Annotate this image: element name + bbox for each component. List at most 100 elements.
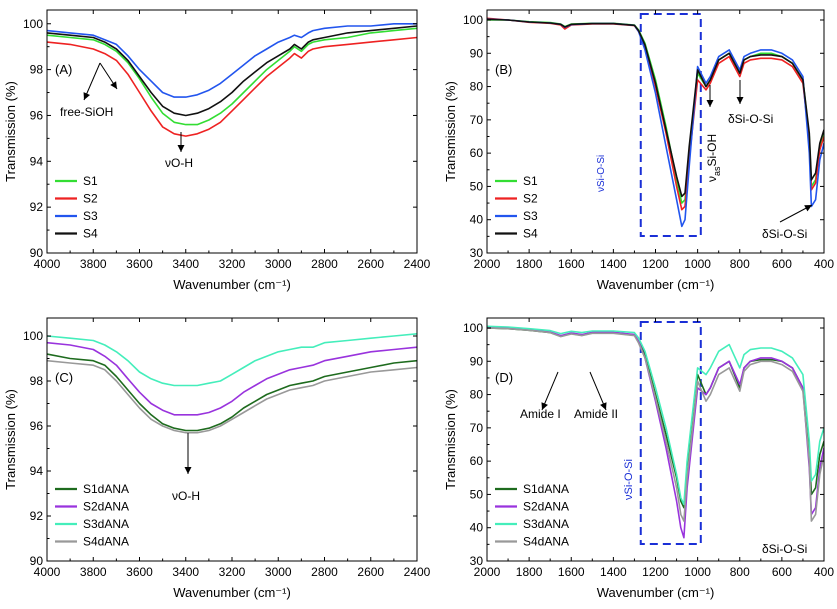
series-line-s4 (487, 18, 824, 198)
annotation-voh-c: νO-H (172, 489, 200, 503)
panel-label: (A) (55, 62, 72, 77)
x-tick-label: 3800 (80, 257, 107, 271)
x-tick-label: 600 (772, 565, 792, 579)
x-tick-label: 3600 (126, 257, 153, 271)
legend-label-s1: S1 (523, 174, 538, 188)
y-tick-label: 70 (470, 421, 484, 435)
y-axis-title: Transmission (%) (3, 389, 18, 490)
series-line-s2 (47, 36, 417, 137)
annotation-vas-sioh: νasSi-OH (705, 134, 722, 182)
x-tick-label: 1600 (558, 257, 585, 271)
x-tick-label: 800 (730, 565, 750, 579)
x-tick-label: 3600 (126, 565, 153, 579)
legend-label-s2dana: S2dANA (523, 500, 569, 514)
dashed-highlight-box (639, 321, 702, 545)
x-axis-title: Wavenumber (cm⁻¹) (173, 277, 291, 292)
x-tick-label: 400 (814, 257, 834, 271)
legend-label-s3: S3 (523, 209, 538, 223)
legend-label-s1: S1 (83, 174, 98, 188)
x-tick-label: 2000 (474, 565, 501, 579)
vas-group: Si-OH (705, 134, 719, 167)
legend-label-s1dana: S1dANA (83, 482, 129, 496)
x-tick-label: 3800 (80, 565, 107, 579)
y-tick-label: 92 (30, 509, 44, 523)
y-tick-label: 94 (30, 464, 44, 478)
y-tick-label: 60 (470, 454, 484, 468)
voh-arrow-head (177, 145, 185, 152)
x-tick-label: 3400 (172, 565, 199, 579)
y-axis-title: Transmission (%) (443, 389, 458, 490)
x-tick-label: 400 (814, 565, 834, 579)
x-tick-label: 1800 (516, 257, 543, 271)
x-tick-label: 1000 (684, 565, 711, 579)
free-sioh-arrow-head (83, 92, 90, 100)
amide-ii-arrow-head (600, 402, 607, 410)
y-tick-label: 80 (470, 80, 484, 94)
annotations: Amide I Amide II νSi-O-Si δSi-O-Si (520, 371, 807, 556)
legend-label-s4: S4 (83, 227, 98, 241)
y-tick-label: 100 (463, 321, 483, 335)
x-tick-label: 2000 (474, 257, 501, 271)
x-tick-label: 2600 (357, 565, 384, 579)
y-axis-title: Transmission (%) (443, 81, 458, 182)
free-sioh-arrow-2-head (110, 81, 117, 89)
x-tick-label: 2800 (311, 565, 338, 579)
panel-c: 4000 3800 3600 3400 3200 3000 2800 2600 2400 90 92… (3, 317, 431, 600)
legend: S1 S2 S3 S4 (495, 174, 538, 241)
x-tick-label: 2800 (311, 257, 338, 271)
series-group (487, 325, 824, 539)
x-axis-title: Wavenumber (cm⁻¹) (173, 585, 291, 600)
annotation-free-sioh: free-SiOH (60, 105, 113, 119)
y-tick-label: 96 (30, 419, 44, 433)
dashed-highlight-box (639, 13, 702, 237)
annotation-amide-ii: Amide II (574, 407, 618, 421)
legend-label-s3dana: S3dANA (83, 517, 129, 531)
vas-symbol: ν (705, 176, 719, 182)
legend: S1 S2 S3 S4 (55, 174, 98, 241)
x-axis-title: Wavenumber (cm⁻¹) (597, 277, 715, 292)
y-tick-label: 94 (30, 154, 44, 168)
legend-label-s4dana: S4dANA (83, 535, 129, 549)
y-tick-label: 100 (23, 329, 43, 343)
y-tick-label: 80 (470, 388, 484, 402)
y-tick-label: 30 (470, 246, 484, 260)
x-axis-title: Wavenumber (cm⁻¹) (597, 585, 715, 600)
y-axis-title: Transmission (%) (3, 81, 18, 182)
y-tick-label: 90 (470, 354, 484, 368)
series-line-s4dana (47, 359, 417, 434)
series-line-s4 (47, 25, 417, 117)
series-group (47, 333, 417, 434)
amide-i-arrow-head (541, 402, 548, 410)
x-tick-label: 1400 (600, 565, 627, 579)
y-tick-label: 40 (470, 521, 484, 535)
vas-subscript: as (712, 166, 722, 176)
x-tick-label: 2600 (357, 257, 384, 271)
legend-label-s4dana: S4dANA (523, 535, 569, 549)
legend-label-s3dana: S3dANA (523, 517, 569, 531)
y-tick-label: 90 (470, 46, 484, 60)
x-tick-label: 4000 (34, 565, 61, 579)
x-tick-label: 3400 (172, 257, 199, 271)
x-tick-label: 600 (772, 257, 792, 271)
x-tick-label: 2400 (404, 257, 431, 271)
annotation-dsi-o-si-1: δSi-O-Si (728, 112, 773, 126)
x-tick-label: 3000 (265, 257, 292, 271)
y-tick-label: 98 (30, 374, 44, 388)
panel-a: 4000 3800 3600 3400 3200 3000 2800 2600 2400 90 92… (3, 9, 431, 292)
annotation-voh: νO-H (165, 156, 193, 170)
y-tick-label: 90 (30, 246, 44, 260)
legend-label-s1dana: S1dANA (523, 482, 569, 496)
x-tick-label: 4000 (34, 257, 61, 271)
plot-frame (46, 9, 418, 254)
vsioh-arrow-head (706, 100, 714, 107)
series-line-s3 (47, 23, 417, 98)
y-tick-label: 30 (470, 554, 484, 568)
y-tick-label: 92 (30, 200, 44, 214)
panel-label: (C) (55, 370, 73, 385)
y-tick-label: 90 (30, 554, 44, 568)
x-tick-label: 1800 (516, 565, 543, 579)
legend-label-s4: S4 (523, 227, 538, 241)
annotation-vsi-o-si: νSi-O-Si (596, 155, 607, 192)
y-tick-label: 98 (30, 63, 44, 77)
